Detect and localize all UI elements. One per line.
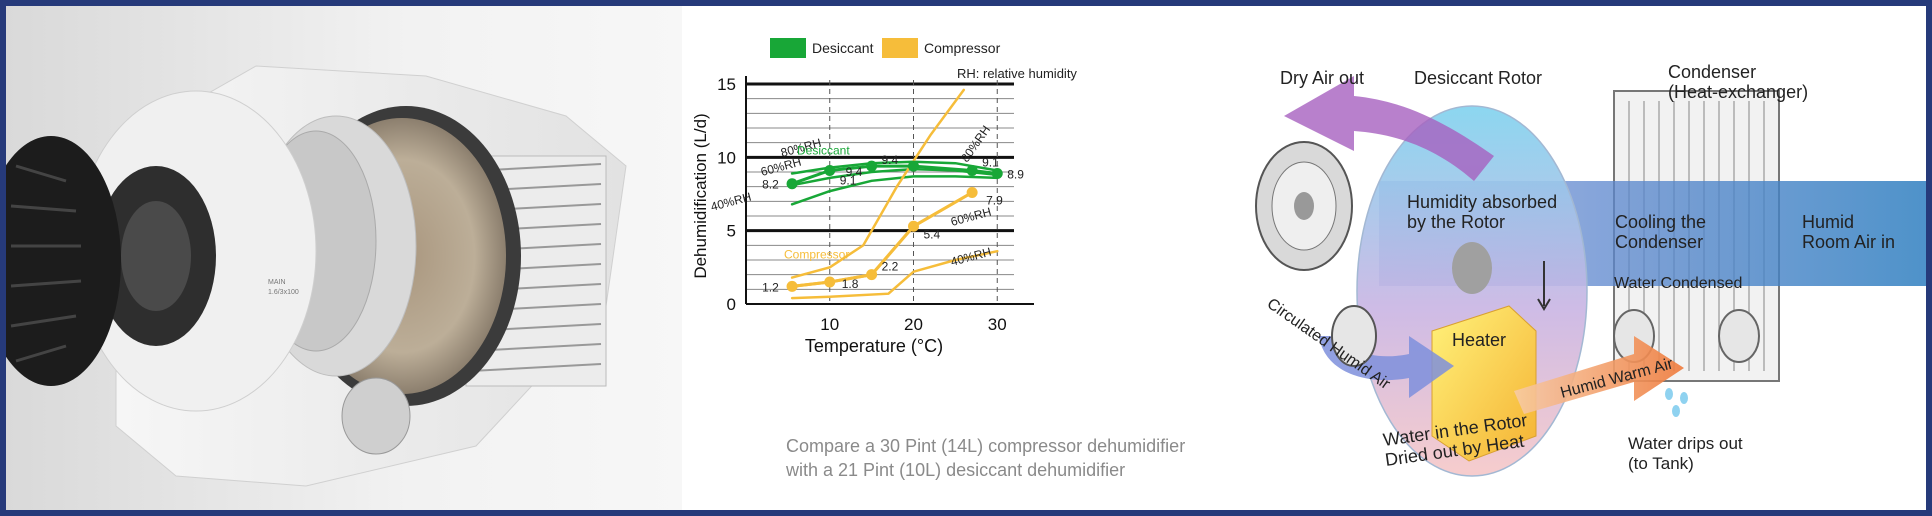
caption-line-2: with a 21 Pint (10L) desiccant dehumidif… bbox=[786, 460, 1126, 480]
dehumidifier-photo: MAIN 1.6/3x100 bbox=[6, 6, 682, 510]
data-label: 1.8 bbox=[842, 277, 859, 291]
data-point bbox=[991, 167, 1003, 179]
data-label: 2.2 bbox=[882, 260, 899, 274]
legend-label-desiccant: Desiccant bbox=[812, 40, 874, 56]
desiccant-diagram: Dry Air out Desiccant Rotor Condenser (H… bbox=[1244, 6, 1926, 510]
label-dry-air-out: Dry Air out bbox=[1280, 68, 1364, 88]
series-tag-desiccant: Desiccant bbox=[797, 143, 850, 157]
x-tick-label: 30 bbox=[988, 315, 1007, 334]
rotor-label-1: MAIN bbox=[268, 279, 286, 286]
rh-curve-desiccant bbox=[790, 160, 999, 175]
label-desiccant-rotor: Desiccant Rotor bbox=[1414, 68, 1542, 88]
label-humid-in-1: Humid bbox=[1802, 212, 1854, 232]
humid-warm-air-arrow bbox=[1514, 336, 1684, 414]
label-condenser: Condenser bbox=[1668, 62, 1756, 82]
rh-curve-desiccant bbox=[790, 175, 999, 206]
rotor-label-2: 1.6/3x100 bbox=[268, 289, 299, 296]
label-water-condensed: Water Condensed bbox=[1614, 275, 1742, 292]
data-point bbox=[824, 165, 836, 177]
label-heat-exchanger: (Heat-exchanger) bbox=[1668, 82, 1808, 102]
data-point bbox=[824, 276, 836, 288]
label-humidity-absorbed-1: Humidity absorbed bbox=[1407, 192, 1557, 212]
label-heater: Heater bbox=[1452, 330, 1506, 350]
data-label: 9.1 bbox=[982, 156, 999, 170]
dry-air-out-arrow bbox=[1284, 76, 1494, 181]
legend-swatch-desiccant bbox=[770, 38, 806, 58]
caption-line-1: Compare a 30 Pint (14L) compressor dehum… bbox=[786, 436, 1186, 456]
data-point bbox=[786, 178, 798, 190]
rh-curve-label: 60%RH bbox=[949, 205, 993, 229]
series-tag-compressor: Compressor bbox=[784, 248, 849, 262]
data-label: 9.4 bbox=[882, 153, 899, 167]
rh-curve-compressor bbox=[790, 249, 999, 300]
data-label: 9.1 bbox=[840, 174, 857, 188]
comparison-chart: Desiccant Compressor RH: relative humidity… bbox=[682, 6, 1244, 510]
data-label: 9.4 bbox=[846, 165, 863, 179]
rh-curve-label: 40%RH bbox=[949, 245, 993, 269]
y-tick-label: 10 bbox=[717, 148, 736, 167]
data-point bbox=[908, 160, 919, 172]
label-drips-1: Water drips out bbox=[1628, 434, 1743, 453]
label-humidity-absorbed-2: by the Rotor bbox=[1407, 212, 1505, 232]
data-label: 8.2 bbox=[762, 178, 779, 192]
legend-label-compressor: Compressor bbox=[924, 40, 1001, 56]
x-tick-label: 20 bbox=[904, 315, 923, 334]
data-label: 8.9 bbox=[1007, 167, 1024, 181]
data-point bbox=[866, 160, 878, 172]
label-drips-2: (to Tank) bbox=[1628, 454, 1694, 473]
label-cooling-2: Condenser bbox=[1615, 232, 1703, 252]
rh-curve-compressor bbox=[790, 88, 966, 279]
rh-note: RH: relative humidity bbox=[957, 66, 1077, 81]
water-drops-icon bbox=[1665, 388, 1688, 417]
chart-canvas: Desiccant Compressor RH: relative humidity… bbox=[691, 38, 1077, 356]
data-point bbox=[966, 165, 978, 177]
y-tick-label: 0 bbox=[727, 295, 736, 314]
label-humid-in-2: Room Air in bbox=[1802, 232, 1895, 252]
data-point bbox=[866, 269, 878, 281]
data-point bbox=[908, 220, 919, 232]
data-point bbox=[786, 280, 798, 292]
x-axis-label: Temperature (°C) bbox=[805, 336, 943, 356]
y-tick-label: 15 bbox=[717, 75, 736, 94]
data-label: 1.2 bbox=[762, 280, 779, 294]
data-point bbox=[966, 187, 978, 199]
data-label: 5.4 bbox=[924, 227, 941, 241]
legend-swatch-compressor bbox=[882, 38, 918, 58]
heater-block bbox=[1431, 305, 1537, 462]
y-tick-label: 5 bbox=[727, 222, 736, 241]
label-cooling-1: Cooling the bbox=[1615, 212, 1706, 232]
y-axis-label: Dehumidification (L/d) bbox=[691, 113, 710, 278]
x-tick-label: 10 bbox=[820, 315, 839, 334]
chart-caption: Compare a 30 Pint (14L) compressor dehum… bbox=[786, 434, 1185, 482]
data-label: 7.9 bbox=[986, 194, 1003, 208]
